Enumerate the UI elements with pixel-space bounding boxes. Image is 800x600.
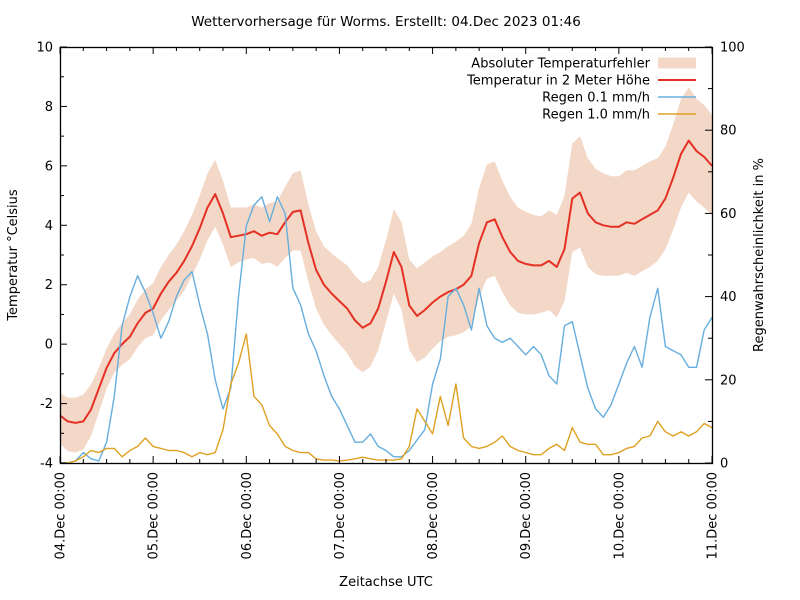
y-left-tick-label: -2: [40, 397, 53, 412]
y-left-tick-label: 10: [36, 41, 53, 56]
y-right-tick-label: 60: [720, 207, 737, 222]
y-left-tick-label: -4: [40, 457, 53, 472]
x-axis-title: Zeitachse UTC: [339, 575, 433, 590]
y-right-tick-label: 20: [720, 373, 737, 388]
x-tick-label: 06.Dec 00:00: [240, 472, 255, 559]
temperature-error-band: [60, 87, 712, 453]
legend-item-label: Absoluter Temperaturfehler: [471, 57, 650, 72]
y-right-tick-label: 80: [720, 124, 737, 139]
y-right-tick-label: 0: [720, 457, 728, 472]
x-tick-label: 08.Dec 00:00: [426, 472, 441, 559]
legend-item-label: Regen 0.1 mm/h: [542, 91, 650, 106]
legend-item-label: Regen 1.0 mm/h: [542, 108, 650, 123]
y-left-tick-label: 8: [45, 100, 53, 115]
y-left-tick-label: 4: [45, 219, 53, 234]
y-left-tick-label: 6: [45, 159, 53, 174]
rain-01-line: [60, 196, 713, 464]
legend-swatch-error-band: [658, 57, 696, 69]
temperature-line: [59, 139, 713, 424]
x-tick-label: 11.Dec 00:00: [706, 472, 721, 559]
y-right-axis-title: Regenwahrscheinlichkeit in %: [752, 158, 767, 352]
x-tick-label: 04.Dec 00:00: [54, 472, 69, 559]
y-left-tick-label: 0: [45, 338, 53, 353]
legend-item-label: Temperatur in 2 Meter Höhe: [466, 74, 650, 89]
chart-title: Wettervorhersage für Worms. Erstellt: 04…: [191, 14, 581, 30]
y-left-axis-title: Temperatur °Celsius: [6, 189, 21, 322]
y-left-tick-label: 2: [45, 278, 53, 293]
y-right-tick-label: 40: [720, 290, 737, 305]
y-right-tick-label: 100: [720, 41, 745, 56]
x-tick-label: 05.Dec 00:00: [147, 472, 162, 559]
x-tick-label: 09.Dec 00:00: [519, 472, 534, 559]
x-tick-label: 07.Dec 00:00: [333, 472, 348, 559]
x-tick-label: 10.Dec 00:00: [612, 472, 627, 559]
